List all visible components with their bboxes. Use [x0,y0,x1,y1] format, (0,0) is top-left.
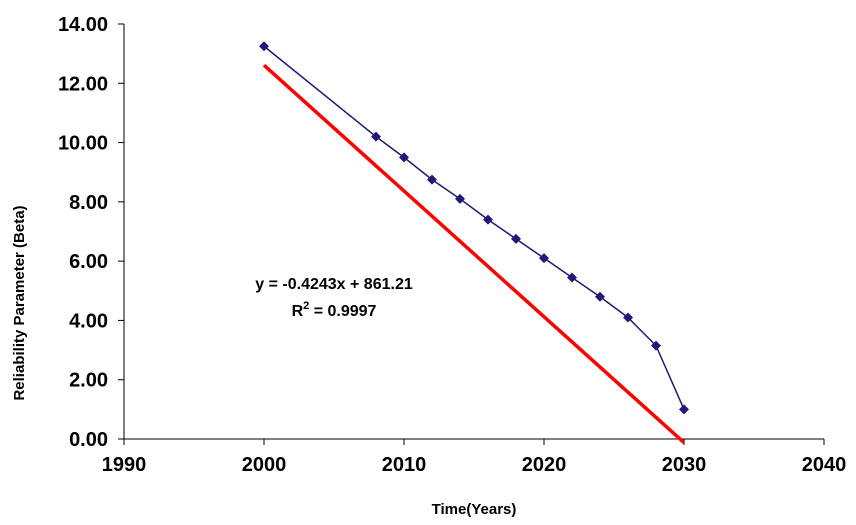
tick-labels: 0.00 2.00 4.00 6.00 8.00 10.00 12.00 14.00 1990 2… [58,14,846,476]
r-squared-exponent: 2 [303,300,309,312]
x-tick-label: 1990 [102,454,147,476]
y-tick-label: 6.00 [69,251,108,273]
x-tick-label: 2010 [382,454,427,476]
data-point [511,233,521,244]
data-point [455,193,465,204]
data-point [595,291,605,302]
y-tick-label: 8.00 [69,192,108,214]
axes [118,23,825,445]
x-tick-label: 2040 [802,454,847,476]
data-point [651,340,661,351]
trendline-layer [262,63,686,444]
data-point [259,41,269,52]
data-point [539,253,549,264]
x-tick-label: 2030 [662,454,707,476]
series-layer [259,41,689,415]
data-point [679,404,689,415]
r-squared-label: R2 = 0.9997 [292,300,377,320]
y-tick-label: 10.00 [58,133,108,155]
x-tick-label: 2000 [242,454,287,476]
r-squared-r: R [292,303,304,320]
y-tick-label: 12.00 [58,73,108,95]
data-point [371,131,381,142]
r-squared-value: = 0.9997 [309,303,376,320]
data-point [427,174,437,185]
data-point [567,272,577,283]
data-point [623,312,633,323]
trendline-equation: y = -0.4243x + 861.21 [255,276,413,293]
y-tick-label: 0.00 [69,429,108,451]
y-tick-label: 14.00 [58,14,108,36]
y-tick-label: 2.00 [69,370,108,392]
data-point [483,214,493,225]
y-axis-title: Reliability Parameter (Beta) [11,205,28,400]
data-point [399,152,409,163]
x-tick-label: 2020 [522,454,567,476]
x-axis-title: Time(Years) [432,501,517,518]
series-line [263,45,685,410]
trendline [262,63,686,444]
y-tick-label: 4.00 [69,310,108,332]
